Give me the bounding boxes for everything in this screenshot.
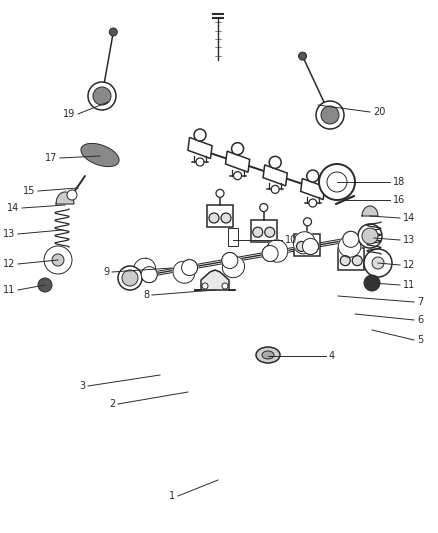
Circle shape [352, 256, 362, 265]
Polygon shape [294, 234, 321, 256]
Circle shape [308, 241, 318, 252]
Text: 14: 14 [403, 213, 415, 223]
Circle shape [319, 164, 355, 200]
Circle shape [358, 224, 382, 248]
Circle shape [38, 278, 52, 292]
Circle shape [262, 246, 278, 262]
Text: 18: 18 [393, 177, 405, 187]
Polygon shape [173, 260, 198, 283]
Circle shape [364, 275, 380, 291]
Circle shape [67, 190, 77, 200]
Polygon shape [56, 192, 74, 204]
Polygon shape [338, 231, 361, 257]
Circle shape [327, 172, 347, 192]
Circle shape [347, 232, 355, 240]
Circle shape [222, 283, 228, 289]
Circle shape [216, 189, 224, 197]
Text: 3: 3 [79, 381, 85, 391]
Polygon shape [134, 258, 157, 282]
Circle shape [233, 172, 242, 180]
Circle shape [194, 129, 206, 141]
Circle shape [299, 52, 307, 60]
Circle shape [304, 218, 311, 226]
Circle shape [372, 257, 384, 269]
Circle shape [265, 227, 275, 237]
Circle shape [88, 82, 116, 110]
Polygon shape [338, 248, 364, 270]
Circle shape [141, 266, 157, 282]
Circle shape [93, 87, 111, 105]
Circle shape [52, 254, 64, 266]
Circle shape [221, 213, 231, 223]
Text: 10: 10 [285, 235, 297, 245]
Text: 13: 13 [403, 235, 415, 245]
Text: 1: 1 [169, 491, 175, 501]
Circle shape [309, 199, 317, 207]
Text: 12: 12 [403, 260, 415, 270]
Polygon shape [300, 179, 325, 199]
Circle shape [271, 185, 279, 193]
Polygon shape [262, 240, 288, 262]
Ellipse shape [81, 143, 119, 167]
Text: 15: 15 [23, 186, 35, 196]
Circle shape [307, 170, 319, 182]
Circle shape [303, 238, 318, 254]
Circle shape [260, 204, 268, 212]
Text: 6: 6 [417, 315, 423, 325]
Circle shape [297, 241, 307, 252]
Circle shape [316, 101, 344, 129]
Circle shape [364, 249, 392, 277]
Polygon shape [207, 205, 233, 228]
Text: 13: 13 [3, 229, 15, 239]
Text: 4: 4 [329, 351, 335, 361]
Polygon shape [195, 270, 235, 290]
Circle shape [232, 143, 244, 155]
Text: 16: 16 [393, 195, 405, 205]
Circle shape [181, 260, 198, 276]
Circle shape [343, 231, 359, 247]
Polygon shape [263, 165, 287, 186]
Circle shape [340, 256, 350, 265]
Polygon shape [226, 151, 250, 172]
Text: 8: 8 [143, 290, 149, 300]
Circle shape [110, 28, 117, 36]
Circle shape [196, 158, 204, 166]
Circle shape [222, 253, 238, 269]
Text: 7: 7 [417, 297, 423, 307]
Text: 11: 11 [3, 285, 15, 295]
Text: 14: 14 [7, 203, 19, 213]
Text: 5: 5 [417, 335, 423, 345]
Text: 20: 20 [373, 107, 385, 117]
Polygon shape [293, 232, 318, 254]
Text: 11: 11 [403, 280, 415, 290]
Text: 12: 12 [3, 259, 15, 269]
Circle shape [122, 270, 138, 286]
Ellipse shape [262, 351, 274, 359]
Circle shape [44, 246, 72, 274]
Text: 19: 19 [63, 109, 75, 119]
Bar [228, 228, 238, 246]
Circle shape [269, 156, 281, 168]
Circle shape [321, 106, 339, 124]
Polygon shape [362, 206, 378, 216]
Text: 17: 17 [45, 153, 57, 163]
Ellipse shape [256, 347, 280, 363]
Circle shape [202, 283, 208, 289]
Circle shape [118, 266, 142, 290]
Circle shape [253, 227, 263, 237]
Text: 2: 2 [109, 399, 115, 409]
Circle shape [209, 213, 219, 223]
Polygon shape [251, 220, 277, 241]
Polygon shape [188, 138, 212, 158]
Text: 9: 9 [103, 267, 109, 277]
Polygon shape [222, 253, 244, 278]
Circle shape [362, 228, 378, 244]
